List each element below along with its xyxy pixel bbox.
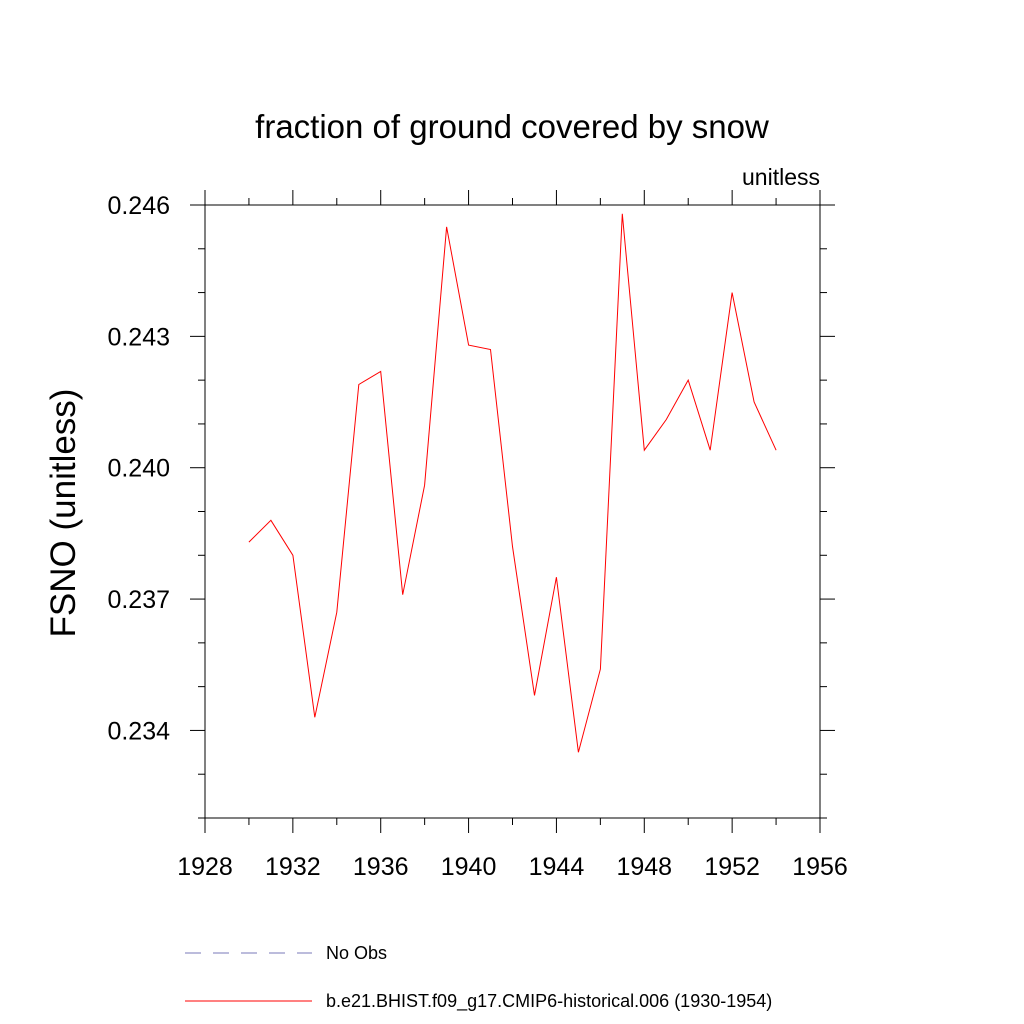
- x-tick-label: 1944: [529, 853, 585, 881]
- series-layer: [248, 213, 777, 753]
- x-tick-label: 1956: [792, 853, 848, 881]
- y-axis-label: FSNO (unitless): [44, 389, 83, 638]
- legend-label: b.e21.BHIST.f09_g17.CMIP6-historical.006…: [326, 991, 772, 1012]
- x-tick-label: 1928: [177, 853, 233, 881]
- x-tick-label: 1936: [353, 853, 409, 881]
- y-tick-label: 0.246: [107, 192, 170, 220]
- axis-tick-labels: 1928 1932 1936 1940 1944 1948 1952 1956 0.234 0.2…: [107, 192, 847, 881]
- series-line: [248, 213, 777, 753]
- x-tick-label: 1932: [265, 853, 321, 881]
- legend: No Obs b.e21.BHIST.f09_g17.CMIP6-historic…: [185, 943, 772, 1012]
- plot-frame: [204, 204, 821, 819]
- y-tick-label: 0.234: [107, 717, 170, 745]
- legend-label: No Obs: [326, 943, 387, 963]
- axis-ticks: [190, 190, 835, 833]
- y-tick-label: 0.243: [107, 323, 170, 351]
- units-label: unitless: [742, 164, 820, 190]
- x-tick-label: 1948: [616, 853, 672, 881]
- y-tick-label: 0.240: [107, 455, 170, 483]
- x-tick-label: 1940: [441, 853, 497, 881]
- x-tick-label: 1952: [704, 853, 760, 881]
- chart-title: fraction of ground covered by snow: [255, 108, 769, 145]
- y-tick-label: 0.237: [107, 586, 170, 614]
